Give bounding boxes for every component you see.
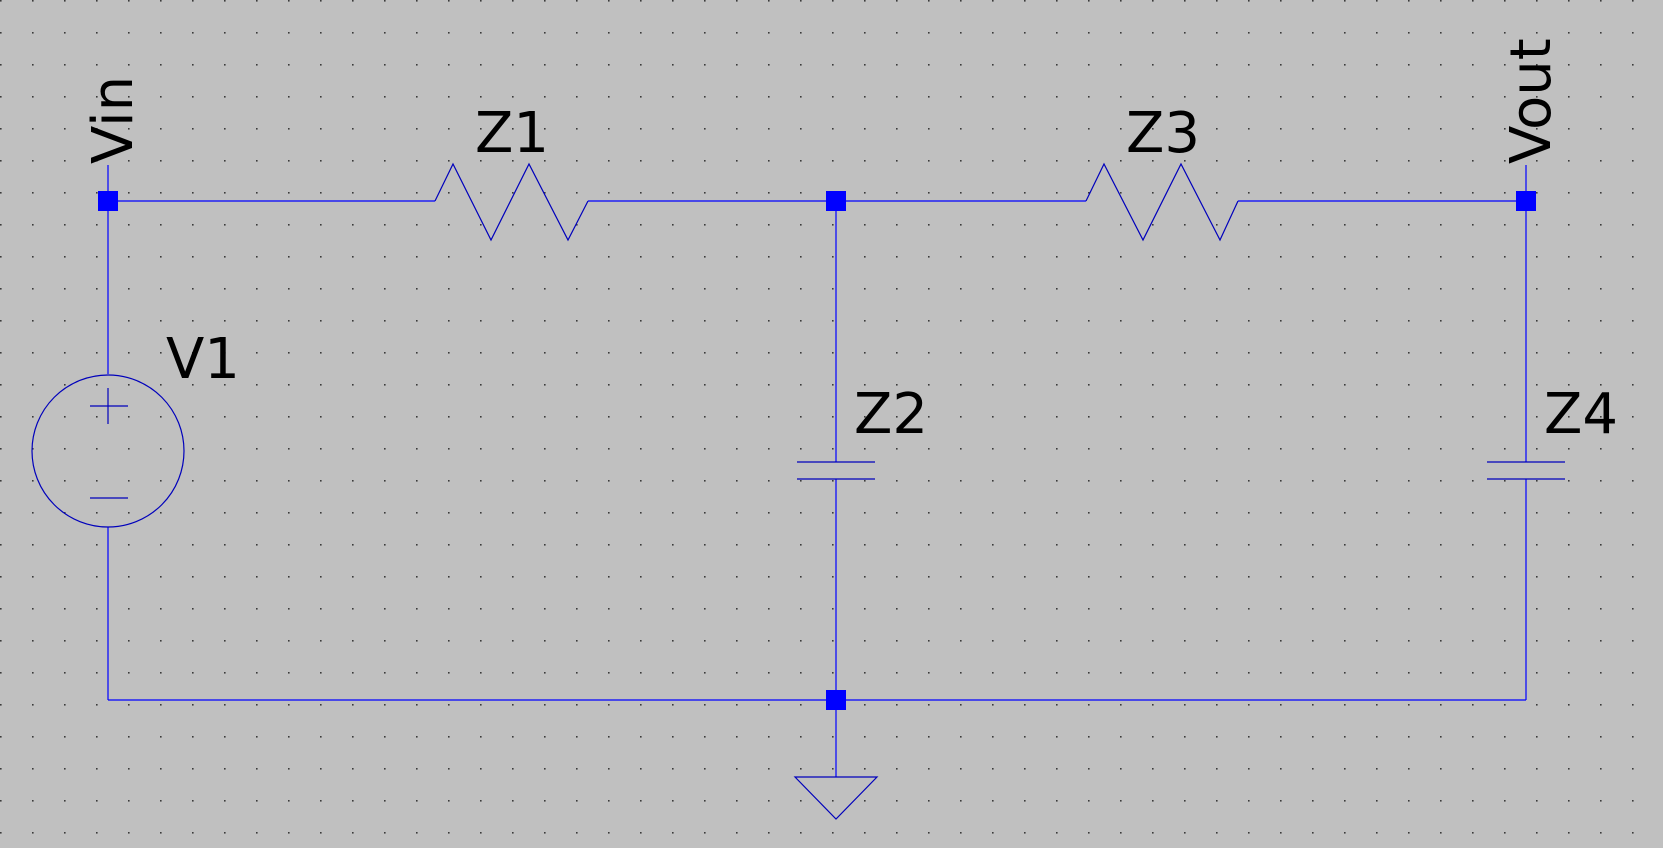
voltage-source-v1[interactable] xyxy=(31,374,185,528)
junction-mid xyxy=(826,191,846,211)
capacitor-z4[interactable] xyxy=(1487,461,1565,480)
resistor-z1[interactable] xyxy=(434,162,589,242)
label-z2[interactable]: Z2 xyxy=(854,382,928,447)
junctions xyxy=(98,191,1536,710)
label-z3[interactable]: Z3 xyxy=(1126,101,1200,166)
label-v1[interactable]: V1 xyxy=(166,327,240,392)
capacitor-z2[interactable] xyxy=(797,461,875,480)
net-label-vout[interactable]: Vout xyxy=(1499,38,1564,164)
junction-vin xyxy=(98,191,118,211)
resistor-z3[interactable] xyxy=(1085,162,1239,242)
wires xyxy=(107,165,1527,777)
label-z4[interactable]: Z4 xyxy=(1544,382,1618,447)
label-z1[interactable]: Z1 xyxy=(475,101,549,166)
ground-icon[interactable] xyxy=(793,776,879,820)
junction-ground xyxy=(826,690,846,710)
junction-vout xyxy=(1516,191,1536,211)
net-label-vin[interactable]: Vin xyxy=(81,76,146,164)
